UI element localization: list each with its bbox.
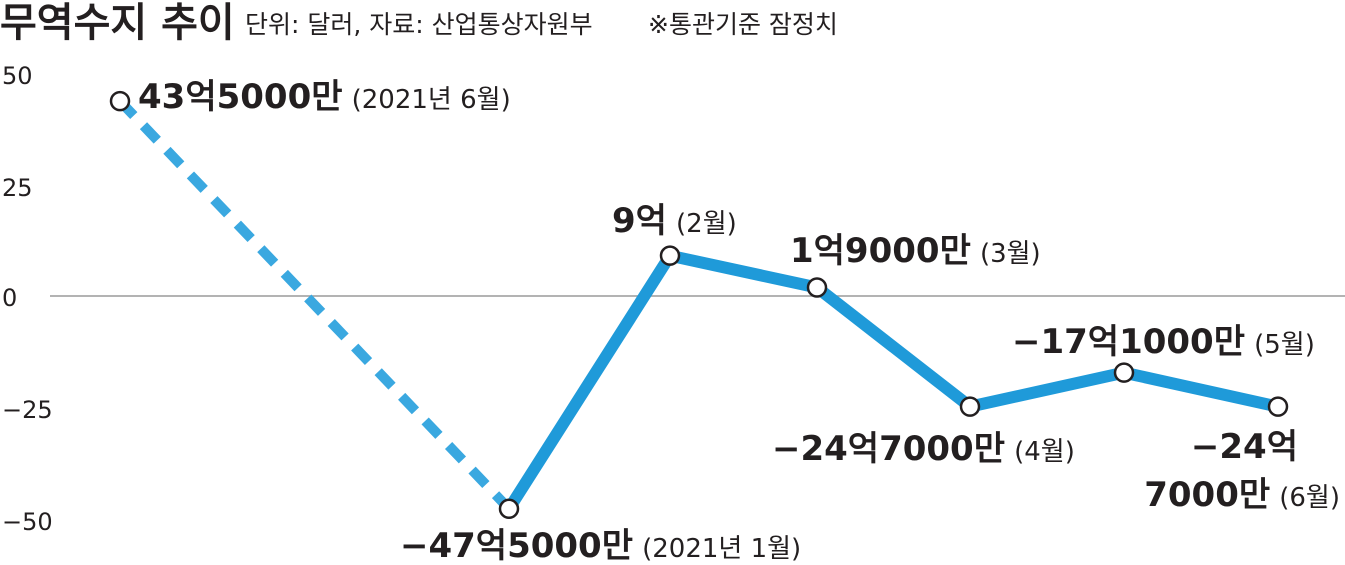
data-label-may-value: −17억1000만 (1012, 322, 1245, 362)
data-label-2021-january-period: (2021년 1월) (642, 534, 801, 564)
data-point-february (659, 245, 681, 266)
data-point-2021-june (109, 90, 131, 112)
data-label-march-period: (3월) (980, 239, 1041, 269)
unit-source-note: 단위: 달러, 자료: 산업통상자원부 (245, 10, 593, 39)
data-label-march: 1억9000만 (3월) (790, 231, 1041, 271)
customs-basis-note: ※통관기준 잠정치 (648, 10, 838, 39)
data-label-april: −24억7000만 (4월) (772, 429, 1075, 469)
y-tick-label-25: 25 (2, 174, 33, 202)
chart-title: 무역수지 추이 (0, 0, 235, 46)
y-tick-label-0: 0 (2, 284, 17, 312)
y-tick-label-minus-25: −25 (2, 396, 53, 424)
data-label-2021-june-value: 43억5000만 (138, 77, 343, 117)
data-label-june-period: (6월) (1279, 483, 1340, 513)
y-tick-label-minus-50: −50 (2, 508, 53, 536)
data-point-april (959, 396, 981, 417)
data-point-2021-january (498, 498, 520, 520)
data-label-february: 9억 (2월) (612, 201, 737, 241)
data-point-march (806, 277, 828, 298)
y-tick-label-50: 50 (2, 62, 33, 90)
data-label-june-value-line1: −24억 (1191, 427, 1298, 467)
data-label-june-value-line2: 7000만 (1144, 475, 1270, 515)
data-label-june: 7000만 (6월) (1144, 475, 1340, 515)
series-line-dashed (116, 97, 513, 513)
data-label-2021-june-period: (2021년 6월) (352, 85, 511, 115)
data-label-february-value: 9억 (612, 201, 667, 241)
data-label-february-period: (2월) (676, 209, 737, 239)
data-label-may-period: (5월) (1254, 330, 1315, 360)
data-label-april-value: −24억7000만 (772, 429, 1005, 469)
series-line-solid (503, 249, 1284, 515)
data-label-2021-june: 43억5000만 (2021년 6월) (138, 77, 511, 117)
data-label-march-value: 1억9000만 (790, 231, 971, 271)
data-point-may (1113, 362, 1135, 383)
data-point-june (1267, 396, 1289, 417)
data-label-2021-january: −47억5000만 (2021년 1월) (400, 526, 801, 565)
data-label-2021-january-value: −47억5000만 (400, 526, 633, 565)
data-label-may: −17억1000만 (5월) (1012, 322, 1315, 362)
data-label-april-period: (4월) (1014, 437, 1075, 467)
